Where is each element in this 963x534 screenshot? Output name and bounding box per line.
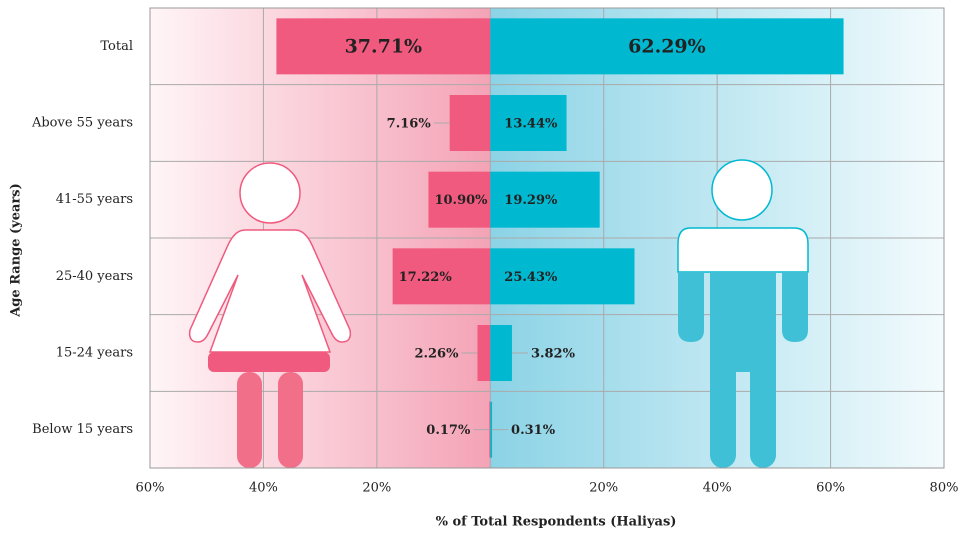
bar [490,401,493,458]
category-label: 25-40 years [56,269,133,284]
x-tick-label: 20% [589,481,618,496]
female-skirt [208,352,330,372]
category-label: 15-24 years [56,346,133,361]
bars: 37.71% 62.29% 7.16% 13.44% 10.90% 19.29% 17.22… [276,18,844,458]
male-head [711,159,773,221]
female-leg [237,372,262,468]
value-label: 0.31% [511,423,556,438]
value-label: 62.29% [628,35,706,57]
category-label: Below 15 years [32,422,133,437]
male-arm [678,272,704,342]
value-label: 2.26% [414,347,459,362]
x-axis-title: % of Total Respondents (Haliyas) [436,515,677,530]
female-body [188,229,352,353]
male-leg [750,350,776,468]
bar [490,18,844,75]
x-tick-label: 80% [930,481,959,496]
x-tick-label: 40% [249,481,278,496]
value-label: 19.29% [504,193,558,208]
figures [188,159,809,468]
bar [489,401,491,458]
value-label: 0.17% [426,423,471,438]
bar [490,95,567,151]
bar [276,18,491,75]
value-label: 25.43% [504,270,558,285]
category-label: 41-55 years [56,192,133,207]
x-tick-label: 20% [362,481,391,496]
value-label: 10.90% [434,193,488,208]
bar [477,325,491,381]
bar [490,171,600,228]
male-leg [710,350,736,468]
bar [428,171,491,228]
value-label: 17.22% [399,270,453,285]
male-shirt [677,227,809,273]
bar [449,95,491,151]
x-tick-label: 60% [136,481,165,496]
female-head [239,162,301,224]
category-label: Total [100,39,133,54]
bar [490,248,635,305]
value-label: 13.44% [504,117,558,132]
x-tick-label: 60% [816,481,845,496]
category-label: Above 55 years [31,116,133,131]
value-label: 3.82% [531,347,576,362]
bar [392,248,491,305]
value-label: 7.16% [387,117,432,132]
x-tick-label: 40% [703,481,732,496]
value-label: 37.71% [345,35,423,57]
male-arm [782,272,808,342]
female-leg [278,372,303,468]
bar [490,325,512,381]
plot-frame [149,7,945,469]
y-axis-title: Age Range (years) [9,183,24,318]
